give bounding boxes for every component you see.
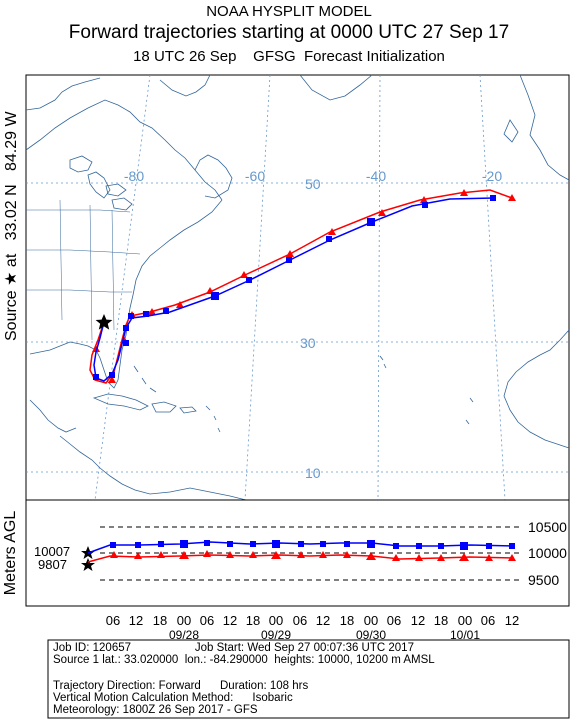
vertical-profile-red	[87, 554, 513, 563]
date-label: 09/29	[261, 628, 291, 642]
ytick-10500: 10500	[528, 519, 567, 535]
page-title: Forward trajectories starting at 0000 UT…	[68, 22, 510, 43]
time-axis: 06 12 18 00 06 12 18 00 06 12 18 00 06 1…	[106, 613, 519, 642]
hour-label: 18	[434, 613, 448, 628]
lat-label-50n: 50	[305, 176, 321, 192]
start-height-blue: 10007	[34, 544, 70, 559]
info-vertical-motion-line: Vertical Motion Calculation Method: Isob…	[53, 692, 293, 704]
hour-label: 12	[505, 613, 519, 628]
vertical-panel: 10500 10000 9500 10007 9807	[25, 499, 570, 607]
info-source-line: Source 1 lat.: 33.020000 lon.: -84.29000…	[53, 654, 435, 666]
date-label: 09/30	[356, 628, 386, 642]
ytick-9500: 9500	[528, 572, 559, 588]
hour-label: 18	[153, 613, 167, 628]
lon-label-60w: -60	[245, 168, 265, 184]
hour-label: 18	[246, 613, 260, 628]
lon-label-40w: -40	[366, 168, 386, 184]
coastlines	[25, 74, 570, 501]
info-box	[47, 639, 570, 719]
hour-label: 12	[316, 613, 330, 628]
hour-label: 06	[387, 613, 401, 628]
star-icon	[95, 314, 113, 330]
hour-label: 12	[129, 613, 143, 628]
ytick-10000: 10000	[528, 545, 567, 561]
hour-label: 18	[340, 613, 354, 628]
hour-label: 00	[364, 613, 378, 628]
hour-label: 12	[223, 613, 237, 628]
star-icon	[81, 558, 95, 571]
info-direction-line: Trajectory Direction: Forward Duration: …	[53, 680, 309, 692]
date-label: 10/01	[450, 628, 480, 642]
hour-label: 06	[481, 613, 495, 628]
hour-label: 06	[293, 613, 307, 628]
hour-label: 00	[177, 613, 191, 628]
subtitle: 18 UTC 26 Sep GFSG Forecast Initializati…	[133, 48, 445, 65]
date-label: 09/28	[169, 628, 199, 642]
map-gridlines	[26, 74, 569, 501]
start-height-red: 9807	[38, 557, 67, 572]
lon-label-80w: -80	[124, 168, 144, 184]
lat-label-10n: 10	[305, 465, 321, 481]
lat-label-30n: 30	[300, 335, 316, 351]
hour-label: 00	[458, 613, 472, 628]
hour-label: 12	[411, 613, 425, 628]
hour-label: 06	[106, 613, 120, 628]
hour-label: 06	[200, 613, 214, 628]
trajectory-blue	[93, 195, 496, 382]
vertical-profile-blue	[87, 541, 513, 554]
info-job-line: Job ID: 120657 Job Start: Wed Sep 27 00:…	[53, 642, 414, 654]
lon-label-20w: -20	[482, 168, 502, 184]
info-meteorology-line: Meteorology: 1800Z 26 Sep 2017 - GFS	[53, 704, 258, 716]
model-name: NOAA HYSPLIT MODEL	[206, 3, 372, 20]
map-panel: -80 -60 -40 -20 50 30 10	[25, 74, 570, 501]
hour-label: 00	[269, 613, 283, 628]
